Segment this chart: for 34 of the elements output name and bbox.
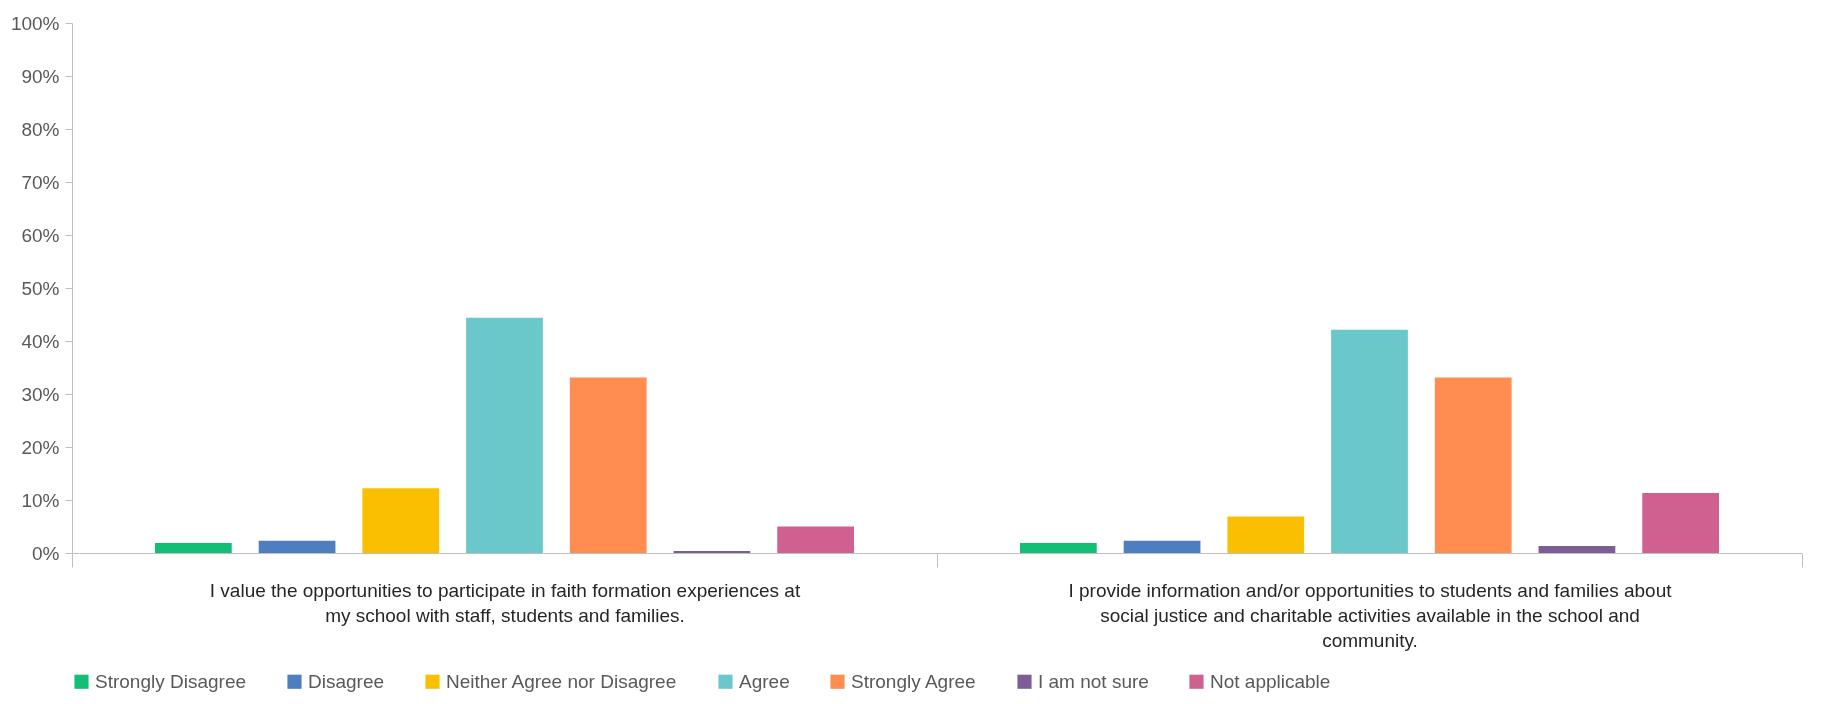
bar [1123, 540, 1201, 553]
bar [1642, 493, 1720, 553]
bar [362, 488, 440, 553]
legend-label: I am not sure [1038, 670, 1149, 692]
bar [466, 317, 543, 553]
bar [1434, 377, 1512, 553]
y-tick-label: 20% [21, 436, 60, 458]
legend-label: Strongly Agree [851, 670, 976, 692]
bar [1019, 542, 1097, 553]
legend-label: Not applicable [1210, 670, 1331, 692]
y-tick-label: 30% [21, 383, 60, 405]
x-tick-label: I value the opportunities to participate in faith formation experiences at my school with staff, students and families. [209, 579, 801, 626]
y-tick-label: 70% [21, 171, 60, 193]
legend-label: Agree [739, 670, 790, 692]
y-tick-label: 60% [21, 224, 60, 246]
bar [777, 526, 855, 553]
y-tick-label: 80% [21, 118, 60, 140]
x-tick-label: I provide information and/or opportunities to students and families about social justice and charitable activities available in the school and community. [1068, 579, 1673, 651]
y-tick-label: 0% [32, 542, 60, 564]
bar [569, 377, 647, 553]
bar [258, 540, 336, 553]
y-tick-label: 90% [21, 65, 60, 87]
y-tick-label: 10% [21, 489, 60, 511]
legend-label: Disagree [308, 670, 385, 692]
y-tick-label: 50% [21, 277, 60, 299]
bar [673, 550, 751, 553]
bar [154, 542, 232, 553]
bar [1331, 329, 1408, 553]
legend-label: Strongly Disagree [95, 670, 247, 692]
bar [1538, 546, 1616, 553]
y-tick-label: 40% [21, 330, 60, 352]
legend-label: Neither Agree nor Disagree [446, 670, 677, 692]
y-tick-label: 100% [10, 12, 60, 34]
bar [1227, 516, 1305, 553]
